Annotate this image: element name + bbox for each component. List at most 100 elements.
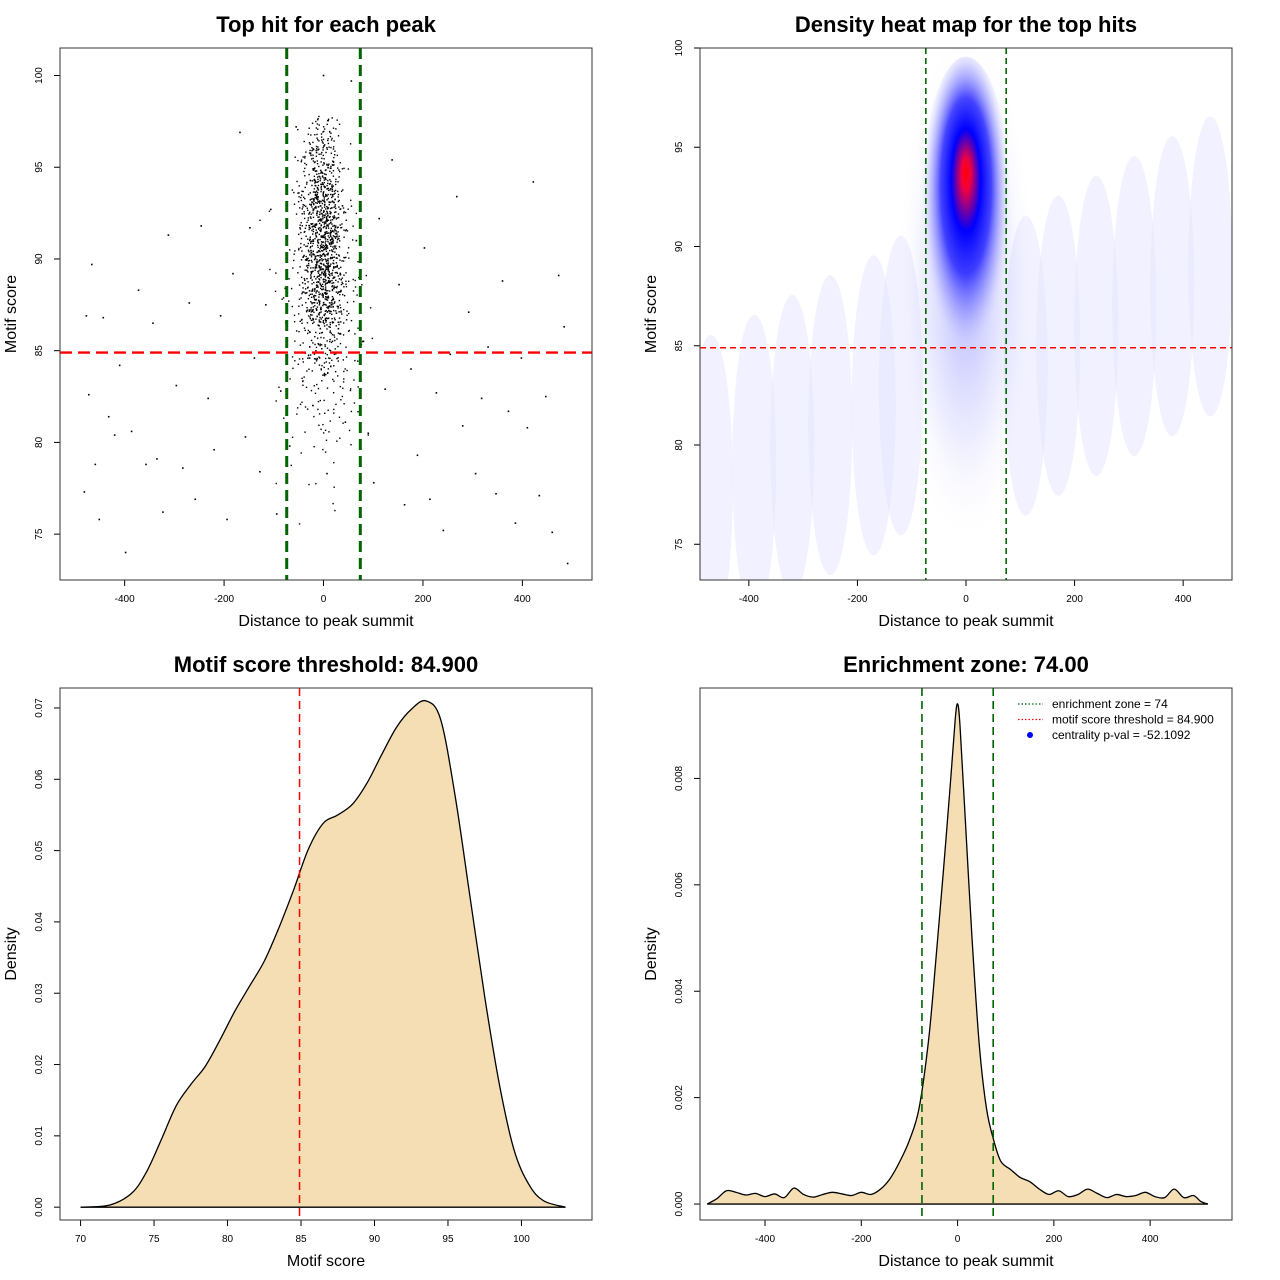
data-point	[321, 151, 323, 154]
data-point	[318, 424, 320, 427]
data-point	[361, 284, 363, 286]
data-point	[322, 172, 324, 175]
data-point	[316, 176, 319, 178]
data-point	[326, 296, 328, 298]
data-point	[318, 301, 321, 303]
data-point	[316, 357, 318, 360]
data-point	[315, 236, 318, 238]
data-point	[372, 481, 375, 484]
data-point	[319, 256, 321, 258]
data-point	[339, 272, 342, 274]
data-point	[315, 267, 318, 269]
data-point	[319, 399, 322, 402]
data-point	[312, 154, 314, 156]
data-point	[339, 162, 341, 164]
data-point	[320, 200, 322, 203]
data-point	[344, 368, 346, 370]
data-point	[321, 316, 324, 319]
data-point	[319, 343, 322, 345]
data-point	[331, 117, 333, 119]
data-point	[304, 167, 306, 170]
data-point	[305, 151, 307, 153]
data-point	[296, 180, 298, 183]
data-point	[320, 209, 322, 212]
data-point	[319, 226, 321, 229]
data-point	[333, 317, 336, 319]
data-point	[313, 225, 315, 228]
data-point	[316, 198, 319, 200]
data-point	[336, 234, 338, 236]
data-point	[343, 286, 345, 288]
data-point	[326, 205, 328, 208]
data-point	[326, 123, 328, 126]
data-point	[335, 257, 337, 259]
data-point	[298, 284, 301, 286]
data-point	[320, 285, 323, 288]
data-point	[309, 199, 312, 201]
heatmap-core	[920, 56, 1012, 377]
data-point	[207, 397, 209, 400]
data-point	[310, 259, 313, 262]
data-point	[314, 184, 316, 187]
data-point	[312, 225, 314, 227]
data-point	[311, 370, 313, 372]
data-point	[314, 134, 316, 136]
data-point	[329, 312, 331, 315]
data-point	[327, 289, 329, 292]
data-point	[330, 180, 332, 183]
data-point	[329, 274, 331, 277]
data-point	[318, 266, 320, 269]
data-point	[332, 297, 334, 299]
x-tick-label: 85	[295, 1234, 307, 1245]
x-tick-label: 400	[1142, 1234, 1159, 1245]
data-point	[333, 286, 335, 289]
data-point	[338, 321, 340, 323]
data-point	[329, 340, 331, 343]
data-point	[312, 230, 315, 233]
data-point	[312, 270, 314, 272]
data-point	[320, 243, 323, 245]
data-point	[300, 237, 303, 240]
data-point	[334, 339, 336, 342]
data-point	[310, 250, 312, 252]
data-point	[314, 257, 317, 260]
data-point	[323, 158, 325, 160]
data-point	[333, 190, 336, 192]
data-point	[308, 239, 311, 242]
data-point	[323, 198, 326, 200]
data-point	[313, 258, 316, 261]
data-point	[319, 287, 322, 290]
data-point	[323, 373, 326, 376]
data-point	[403, 503, 406, 506]
data-point	[320, 274, 322, 276]
data-point	[334, 247, 336, 249]
data-point	[317, 242, 320, 244]
data-point	[307, 257, 309, 260]
data-point	[297, 159, 299, 162]
data-point	[299, 227, 301, 229]
data-point	[308, 254, 311, 256]
data-point	[311, 146, 313, 149]
data-point	[298, 185, 300, 187]
data-point	[335, 287, 338, 289]
data-point	[325, 218, 328, 220]
data-point	[322, 195, 325, 197]
data-point	[314, 343, 316, 346]
data-point	[320, 318, 322, 320]
data-point	[332, 321, 335, 324]
data-point	[326, 164, 328, 166]
data-point	[304, 175, 306, 177]
data-point	[320, 133, 323, 135]
data-point	[319, 283, 322, 286]
data-point	[337, 357, 339, 359]
data-point	[337, 307, 339, 309]
data-point	[331, 242, 333, 245]
y-tick-label: 100	[674, 39, 685, 56]
data-point	[314, 180, 317, 182]
data-point	[326, 347, 329, 349]
data-point	[329, 420, 331, 422]
data-point	[328, 201, 330, 203]
data-point	[316, 244, 319, 247]
data-point	[303, 327, 306, 329]
data-point	[325, 220, 327, 223]
